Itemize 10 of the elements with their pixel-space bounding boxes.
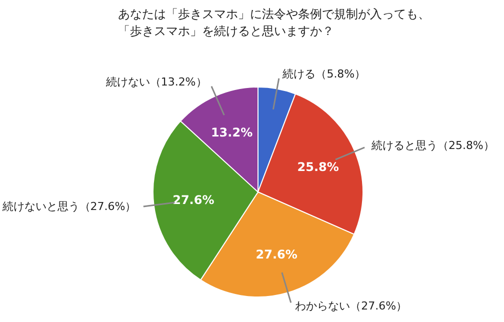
slice-label: 続けない（13.2%） [104, 75, 207, 88]
slice-label: 続けると思う（25.8%） [370, 138, 494, 152]
data-label: 27.6% [256, 247, 298, 262]
slice-label: 続けないと思う（27.6%） [1, 200, 136, 213]
slice-label: わからない（27.6%） [295, 300, 408, 313]
chart-title: あなたは「歩きスマホ」に法令や条例で規制が入っても、「歩きスマホ」を続けると思いますか？ [118, 7, 430, 38]
data-label: 25.8% [297, 160, 339, 174]
data-label: 13.2% [210, 125, 253, 140]
data-label: 27.6% [172, 193, 214, 208]
slice-label: 続ける（5.8%） [282, 67, 366, 80]
